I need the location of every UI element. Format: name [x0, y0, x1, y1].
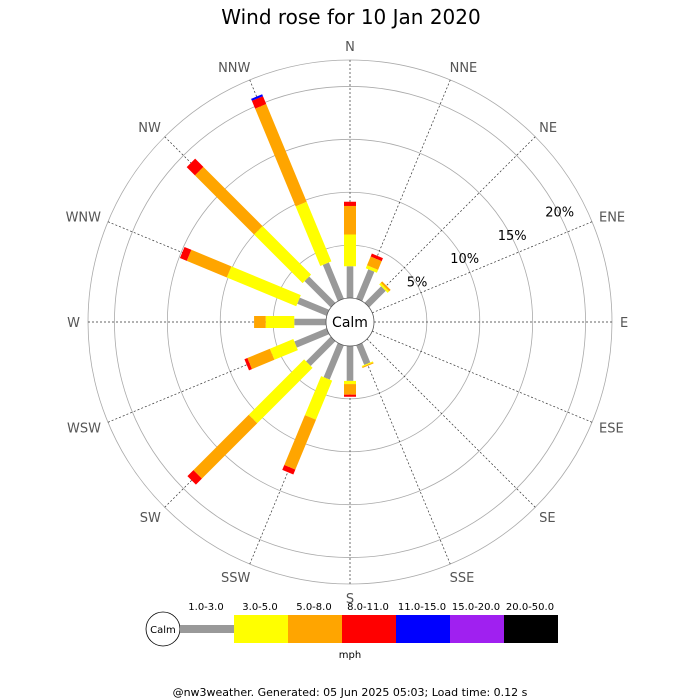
bar-wnw-3-0-5-0 — [226, 266, 301, 307]
bar-nne-8-0-11-0 — [370, 253, 383, 262]
ring-label-10-: 10% — [450, 252, 479, 267]
direction-labels: 5% 10% 15% 20% N NNE NE ENE E ESE SE SSE S SSW SW WSW W W… — [66, 40, 629, 607]
direction-label-se: SE — [539, 511, 555, 526]
bar-nw-1-0-3-0 — [304, 276, 336, 308]
bar-nnw-3-0-5-0 — [295, 201, 332, 266]
bar-ne-3-0-5-0 — [379, 282, 390, 293]
bar-wnw-5-0-8-0 — [186, 249, 232, 278]
bar-sse-3-0-5-0 — [361, 361, 374, 367]
ring-label-20-: 20% — [545, 206, 574, 221]
legend-label-5-0-8-0: 5.0-8.0 — [296, 602, 331, 613]
bar-nne-3-0-5-0 — [365, 265, 379, 273]
direction-label-sw: SW — [140, 511, 161, 526]
direction-label-nw: NW — [138, 121, 161, 136]
bar-s-1-0-3-0 — [346, 346, 354, 381]
bar-w-5-0-8-0 — [254, 316, 266, 328]
legend-swatch-8-0-11-0 — [342, 615, 396, 643]
bar-nw-5-0-8-0 — [194, 166, 263, 235]
direction-label-e: E — [620, 316, 628, 331]
legend-label-8-0-11-0: 8.0-11.0 — [347, 602, 389, 613]
legend-swatch-11-0-15-0 — [396, 615, 450, 643]
direction-label-nne: NNE — [450, 61, 478, 76]
bar-ssw-3-0-5-0 — [304, 376, 333, 420]
calm-circle — [325, 297, 375, 347]
bar-sw-8-0-11-0 — [187, 470, 202, 485]
chart-title: Wind rose for 10 Jan 2020 — [221, 5, 480, 29]
direction-label-ne: NE — [539, 121, 557, 136]
legend-swatch-20-0-50-0 — [504, 615, 558, 643]
direction-label-w: W — [67, 316, 80, 331]
legend-calm-label: Calm — [150, 625, 176, 636]
bar-sw-1-0-3-0 — [306, 336, 336, 366]
bar-ssw-1-0-3-0 — [323, 342, 344, 380]
direction-label-ese: ESE — [599, 422, 624, 437]
grid-ring-20- — [114, 86, 586, 558]
bar-sse-1-0-3-0 — [356, 342, 371, 365]
bar-nnw-1-0-3-0 — [322, 262, 344, 302]
legend-unit-label: mph — [339, 650, 361, 661]
bar-wnw-8-0-11-0 — [179, 246, 192, 261]
wind-bars — [179, 94, 391, 485]
legend-swatch-3-0-5-0 — [234, 615, 288, 643]
bar-sw-3-0-5-0 — [248, 359, 313, 424]
legend-swatch-15-0-20-0 — [450, 615, 504, 643]
footer-text: @nw3weather. Generated: 05 Jun 2025 05:0… — [173, 686, 528, 699]
bar-nnw-5-0-8-0 — [255, 104, 307, 207]
legend-label-3-0-5-0: 3.0-5.0 — [242, 602, 277, 613]
legend: Calm 1.0-3.0 3.0-5.0 5.0-8.0 8.0-11.0 11.0-15… — [145, 602, 558, 661]
direction-label-sse: SSE — [450, 571, 475, 586]
direction-label-nnw: NNW — [218, 61, 250, 76]
legend-label-11-0-15-0: 11.0-15.0 — [398, 602, 446, 613]
bar-ssw-5-0-8-0 — [284, 415, 316, 470]
ring-label-15-: 15% — [498, 229, 527, 244]
direction-label-ssw: SSW — [221, 571, 251, 586]
bar-nnw-8-0-11-0 — [251, 96, 267, 109]
bar-sw-5-0-8-0 — [193, 414, 258, 479]
bar-n-1-0-3-0 — [346, 266, 354, 298]
bar-sse-5-0-8-0 — [362, 362, 374, 368]
bar-ssw-8-0-11-0 — [282, 465, 296, 475]
polar-grid — [87, 59, 613, 585]
legend-swatch-1-0-3-0 — [180, 625, 234, 633]
bar-n-8-0-11-0 — [344, 201, 356, 206]
legend-label-1-0-3-0: 1.0-3.0 — [188, 602, 223, 613]
direction-label-s: S — [346, 592, 354, 607]
bar-nw-3-0-5-0 — [253, 225, 312, 284]
bar-wsw-5-0-8-0 — [247, 348, 275, 370]
bar-n-5-0-8-0 — [344, 205, 356, 235]
legend-label-15-0-20-0: 15.0-20.0 — [452, 602, 500, 613]
bar-n-3-0-5-0 — [344, 234, 356, 267]
direction-label-wsw: WSW — [67, 422, 101, 437]
bar-nw-8-0-11-0 — [186, 158, 204, 176]
bar-wsw-8-0-11-0 — [244, 358, 252, 371]
bar-w-3-0-5-0 — [265, 316, 295, 328]
bar-nnw-11-0-15-0 — [251, 94, 263, 101]
grid-ring-15- — [166, 138, 534, 506]
direction-label-n: N — [345, 40, 355, 55]
bar-s-3-0-5-0 — [344, 380, 356, 385]
bar-wsw-1-0-3-0 — [294, 328, 330, 348]
ring-label-5-: 5% — [407, 275, 428, 290]
bar-ne-1-0-3-0 — [364, 286, 386, 308]
bar-nne-1-0-3-0 — [356, 269, 375, 302]
calm-center: Calm — [325, 297, 375, 347]
bar-w-1-0-3-0 — [294, 318, 326, 326]
calm-label: Calm — [332, 315, 368, 331]
legend-swatch-5-0-8-0 — [288, 615, 342, 643]
direction-label-ene: ENE — [599, 210, 625, 225]
legend-label-20-0-50-0: 20.0-50.0 — [506, 602, 554, 613]
bar-wnw-1-0-3-0 — [297, 297, 330, 316]
bar-wsw-3-0-5-0 — [269, 338, 298, 360]
bar-s-5-0-8-0 — [344, 384, 356, 395]
direction-label-wnw: WNW — [66, 210, 102, 225]
bar-s-8-0-11-0 — [344, 394, 356, 397]
bar-nne-5-0-8-0 — [366, 256, 382, 270]
bar-ne-5-0-8-0 — [380, 281, 391, 292]
